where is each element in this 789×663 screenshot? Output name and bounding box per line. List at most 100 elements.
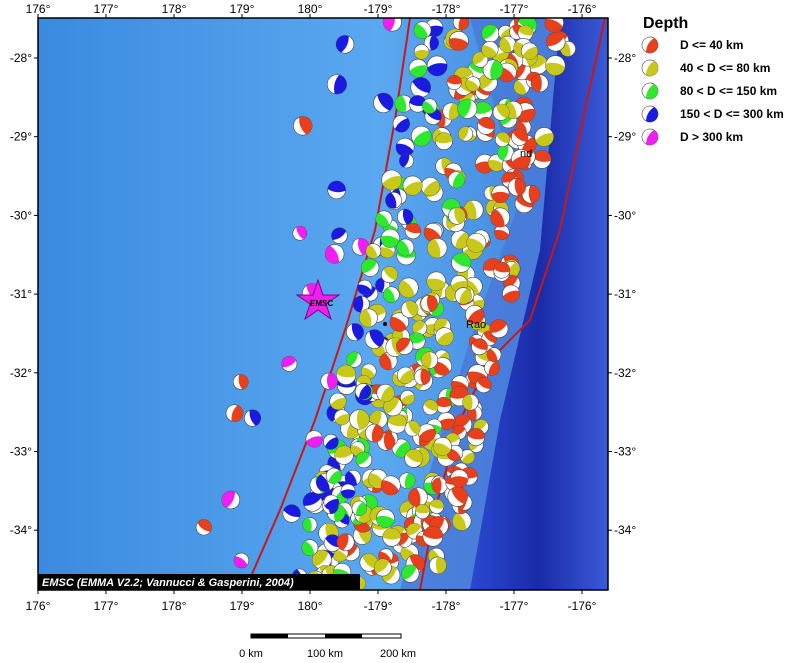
- ball-fill: [646, 84, 658, 99]
- beachball: [422, 98, 438, 114]
- ball-fill: [490, 59, 503, 80]
- beachball: [641, 105, 659, 123]
- beachball: [323, 494, 340, 511]
- ticks: 176° 177° 178° 179° 180° -179° -178° -177° -176°…: [10, 2, 637, 613]
- ball-fill: [518, 25, 533, 36]
- beachball: [486, 347, 502, 363]
- beachball: [357, 279, 373, 295]
- ball-fill: [403, 181, 423, 196]
- beachball: [364, 329, 385, 349]
- ball-fill: [376, 515, 395, 528]
- ball-fill: [312, 550, 329, 567]
- ball-fill: [324, 498, 339, 510]
- ball-fill: [221, 490, 235, 508]
- ball-fill: [356, 409, 370, 430]
- ball-fill: [405, 300, 419, 317]
- ball-fill: [325, 437, 339, 450]
- beachball: [324, 244, 345, 264]
- ball-fill: [477, 377, 492, 390]
- ball-fill: [377, 93, 394, 111]
- ball-fill: [336, 365, 356, 378]
- beachball: [413, 44, 430, 60]
- beachball: [396, 238, 415, 257]
- plate-boundary: [419, 18, 606, 590]
- ball-fill: [437, 331, 454, 346]
- credit: EMSC (EMMA V2.2; Vannucci & Gasperini, 2…: [42, 577, 294, 589]
- beachball: [450, 469, 469, 488]
- left-tick-label: -30°: [10, 208, 32, 222]
- ball-fill: [414, 23, 429, 39]
- ball-fill: [404, 472, 415, 489]
- ball-fill: [422, 100, 435, 114]
- ball-fill: [382, 528, 401, 540]
- beachball: [521, 185, 541, 204]
- beachball: [494, 131, 511, 148]
- beachball: [349, 409, 370, 430]
- ball-fill: [427, 238, 441, 258]
- ball-fill: [522, 46, 538, 60]
- beachball: [282, 504, 301, 523]
- beachball: [413, 21, 432, 39]
- ball-fill: [457, 99, 472, 118]
- legend: Depth D <= 40 km 40 < D <= 80 km 80 < D <=…: [641, 15, 784, 146]
- beachball: [502, 284, 520, 303]
- ball-fill: [488, 361, 500, 376]
- ball-fill: [472, 338, 488, 350]
- beachball: [382, 18, 402, 32]
- beachball: [493, 261, 511, 279]
- ball-fill: [481, 45, 497, 58]
- left-tick-label: -28°: [10, 51, 32, 65]
- ball-fill: [357, 284, 372, 295]
- bottom-tick-label: 179°: [230, 599, 255, 613]
- left-tick-label: -29°: [10, 130, 32, 144]
- beachball: [398, 277, 419, 298]
- ball-fill: [316, 474, 330, 492]
- beachball: [395, 137, 415, 157]
- ball-fill: [409, 554, 425, 572]
- beachball: [431, 477, 448, 494]
- beachball: [354, 383, 372, 400]
- star-label: EMSC: [310, 299, 333, 308]
- bottom-tick-label: -176°: [568, 599, 597, 613]
- ball-fill: [301, 540, 315, 556]
- beachball: [448, 207, 466, 225]
- ball-fill: [197, 519, 212, 532]
- beachball: [327, 180, 346, 200]
- ball-fill: [334, 74, 347, 94]
- beachball: [641, 36, 659, 54]
- ball-fill: [507, 262, 520, 278]
- beachball: [451, 252, 472, 273]
- ball-fill: [396, 337, 411, 353]
- ball-fill: [415, 504, 430, 514]
- beachball: [385, 191, 402, 209]
- legend-label: D <= 40 km: [680, 38, 743, 52]
- beachball: [410, 77, 431, 98]
- ball-fill: [394, 118, 410, 133]
- ball-fill: [369, 329, 384, 348]
- ball-fill: [435, 397, 452, 408]
- beachball: [302, 492, 323, 512]
- bottom-tick-label: 176°: [26, 599, 51, 613]
- place-dot: [383, 322, 387, 326]
- beachball: [305, 430, 323, 448]
- beachball: [329, 392, 347, 410]
- beachball: [641, 59, 659, 77]
- ball-fill: [326, 372, 338, 390]
- ball-fill: [427, 63, 448, 76]
- ball-fill: [299, 116, 312, 135]
- ball-fill: [400, 394, 415, 405]
- ball-fill: [546, 32, 564, 47]
- frame: [37, 17, 609, 591]
- beachball: [489, 319, 509, 339]
- ball-fill: [494, 229, 509, 240]
- ball-fill: [383, 287, 396, 303]
- beachball: [459, 449, 475, 465]
- beachball: [383, 286, 400, 303]
- beachball: [335, 35, 355, 54]
- ball-fill: [412, 77, 431, 93]
- beachball: [511, 149, 531, 169]
- top-tick-label: -176°: [568, 2, 597, 16]
- ball-fill: [447, 447, 462, 461]
- ball-fill: [447, 75, 462, 85]
- beachball: [398, 472, 416, 489]
